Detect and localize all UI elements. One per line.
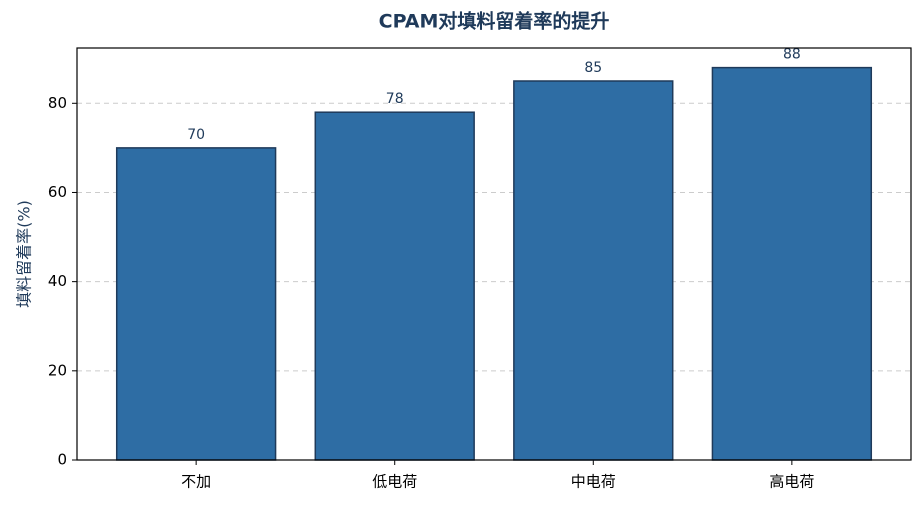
- bar: [711, 66, 873, 461]
- value-label: 88: [783, 47, 801, 63]
- y-tick-label: 80: [48, 94, 67, 112]
- bar: [314, 111, 475, 461]
- y-axis-label: 填料留着率(%): [15, 200, 34, 308]
- x-tick-label: 低电荷: [372, 473, 417, 491]
- bar: [513, 80, 674, 461]
- x-tick-label: 中电荷: [571, 473, 616, 491]
- chart-title: CPAM对填料留着率的提升: [379, 10, 610, 33]
- x-tick-label: 不加: [181, 473, 211, 491]
- value-label: 85: [584, 60, 602, 76]
- plot-frame: [76, 47, 912, 461]
- y-tick-label: 40: [48, 272, 67, 290]
- value-label: 70: [187, 127, 205, 143]
- y-tick-label: 20: [48, 361, 67, 379]
- y-tick-label: 0: [57, 451, 67, 469]
- y-tick-label: 60: [48, 183, 67, 201]
- bar: [115, 147, 277, 461]
- value-label: 78: [386, 91, 404, 107]
- x-tick-label: 高电荷: [769, 473, 814, 491]
